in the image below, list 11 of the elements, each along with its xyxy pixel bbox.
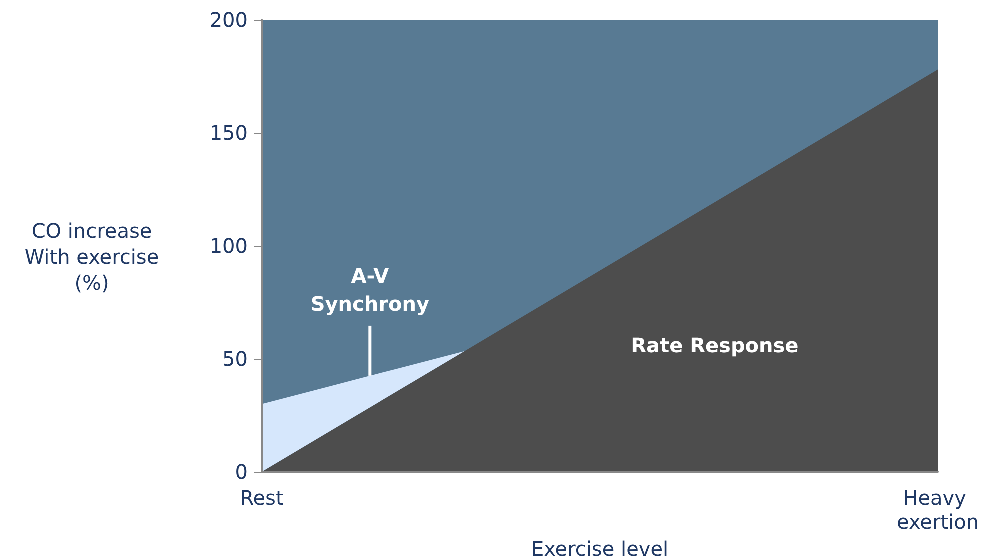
x-tick-label: Heavy exertion xyxy=(896,486,980,534)
y-axis-title: CO increase With exercise (%) xyxy=(24,219,160,295)
annotation: A-V Synchrony xyxy=(310,264,430,316)
x-axis-title: Exercise level xyxy=(531,536,669,560)
y-tick-label: 50 xyxy=(222,347,248,371)
y-tick-label: 0 xyxy=(235,460,248,484)
y-tick-label: 100 xyxy=(210,234,248,258)
y-tick-label: 200 xyxy=(210,8,248,32)
y-tick-label: 150 xyxy=(210,121,248,145)
x-tick-label: Rest xyxy=(240,486,284,510)
annotation: Rate Response xyxy=(631,333,799,358)
